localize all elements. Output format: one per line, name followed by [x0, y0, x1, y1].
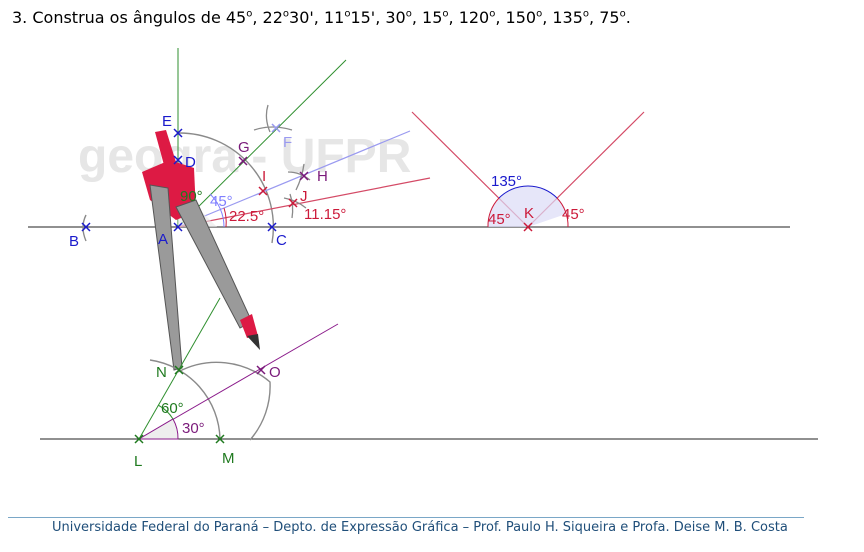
angle-label-60: 60° — [161, 400, 184, 417]
marker-H — [299, 171, 309, 181]
heading-angle: 15o — [422, 8, 449, 27]
angle-arc-135-stroke — [498, 185, 558, 199]
angle-arc-135 — [487, 186, 566, 227]
marker-B — [81, 222, 91, 232]
angle-arc-60 — [157, 404, 174, 420]
arc-N-O — [177, 361, 271, 441]
label-J: J — [300, 188, 308, 205]
marker-L — [134, 434, 144, 444]
point-markers — [81, 123, 533, 444]
label-G: G — [238, 139, 250, 156]
heading-angle: 22o30' — [262, 8, 314, 27]
heading-angle: 75o — [599, 8, 626, 27]
arc-H-2 — [295, 163, 305, 191]
label-H: H — [317, 168, 328, 185]
marker-K — [523, 222, 533, 232]
heading-prefix: 3. Construa os ângulos de — [12, 8, 226, 27]
angle-label-45-blue: 45° — [210, 193, 233, 210]
label-K: K — [524, 205, 534, 222]
angle-label-30: 30° — [182, 420, 205, 437]
marker-A — [173, 222, 183, 232]
angle-label-135: 135° — [491, 173, 522, 190]
angle-label-45-right: 45° — [562, 206, 585, 223]
heading-angle: 120o — [458, 8, 496, 27]
marker-I — [258, 186, 268, 196]
label-C: C — [276, 232, 287, 249]
heading-angle: 45o — [225, 8, 253, 27]
angle-arc-45 — [209, 193, 225, 228]
marker-E — [173, 128, 183, 138]
marker-N — [174, 365, 184, 375]
arc-AC-E — [177, 132, 275, 244]
exercise-heading: 3. Construa os ângulos de 45o, 22o30', 1… — [12, 8, 631, 27]
marker-D — [173, 155, 183, 165]
arc-B — [82, 214, 87, 242]
compass-illustration — [142, 130, 260, 371]
label-N: N — [156, 364, 167, 381]
label-I: I — [262, 168, 266, 185]
bisector-45 — [177, 59, 347, 228]
arc-M-N — [149, 359, 221, 440]
angle-label-22-5: 22.5° — [229, 208, 264, 225]
arc-F-2 — [253, 126, 293, 131]
marker-G — [238, 156, 248, 166]
label-M: M — [222, 450, 235, 467]
label-O: O — [269, 364, 281, 381]
label-E: E — [162, 113, 172, 130]
label-B: B — [69, 233, 79, 250]
bisector-11-15 — [177, 177, 431, 228]
bisector-22-5 — [177, 130, 411, 228]
arc-F-1 — [265, 104, 271, 133]
label-D: D — [185, 154, 196, 171]
marker-F — [271, 123, 281, 133]
angle-arc-45-left — [487, 197, 500, 228]
footer-divider — [8, 517, 804, 518]
heading-angle: 135o — [552, 8, 590, 27]
label-L: L — [134, 453, 142, 470]
watermark: geogra - UFPR — [78, 130, 411, 183]
heading-angle: 150o — [505, 8, 543, 27]
marker-J — [288, 198, 298, 208]
angle-label-90: 90° — [180, 188, 203, 205]
footer-credit: Universidade Federal do Paraná – Depto. … — [52, 520, 788, 535]
heading-angle: 11o15' — [323, 8, 376, 27]
arc-H-1 — [287, 171, 311, 181]
angle-arc-45-right — [556, 197, 569, 228]
angle-arc-22 — [223, 207, 227, 228]
heading-angle: 30o — [385, 8, 412, 27]
angle-label-11-15: 11.15° — [304, 206, 346, 223]
marker-C — [267, 222, 277, 232]
arc-J-2 — [289, 193, 294, 219]
label-A: A — [158, 231, 168, 248]
label-F: F — [283, 134, 292, 151]
angle-label-45-left: 45° — [488, 211, 511, 228]
marker-M — [215, 434, 225, 444]
marker-O — [256, 365, 266, 375]
angle-arc-30 — [137, 418, 179, 440]
